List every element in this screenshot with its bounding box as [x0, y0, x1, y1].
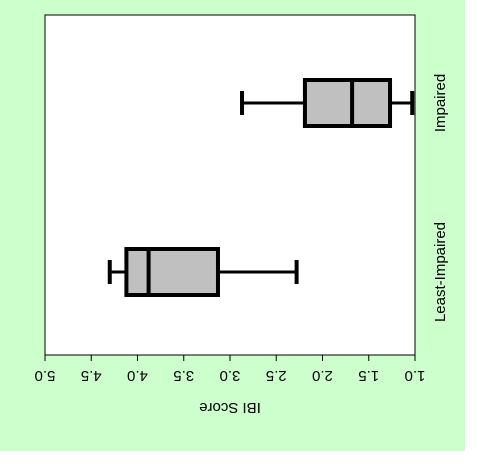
category-label: Least-Impaired: [432, 222, 449, 322]
y-tick-label: 4.5: [81, 367, 102, 384]
category-labels: Least-Impaired Impaired: [432, 74, 449, 322]
y-axis: 1.0 1.5 2.0 2.5 3.0 3.5 4.0 4.5 5.0: [35, 355, 426, 384]
y-tick-label: 4.0: [127, 367, 148, 384]
y-tick-label: 2.0: [312, 367, 333, 384]
y-tick-label: 1.0: [405, 367, 426, 384]
y-tick-label: 1.5: [358, 367, 379, 384]
iqr-box: [302, 78, 393, 128]
plot-area: [44, 14, 416, 356]
y-tick-label: 2.5: [266, 367, 287, 384]
box-0: [107, 247, 299, 297]
iqr-box: [124, 247, 220, 297]
box-1: [240, 78, 415, 128]
category-label: Impaired: [432, 74, 449, 132]
y-tick-label: 3.0: [220, 367, 241, 384]
y-tick-label: 5.0: [35, 367, 56, 384]
boxes: [107, 78, 415, 297]
y-tick-label: 3.5: [173, 367, 194, 384]
y-axis-title: IBI Score: [199, 399, 261, 416]
